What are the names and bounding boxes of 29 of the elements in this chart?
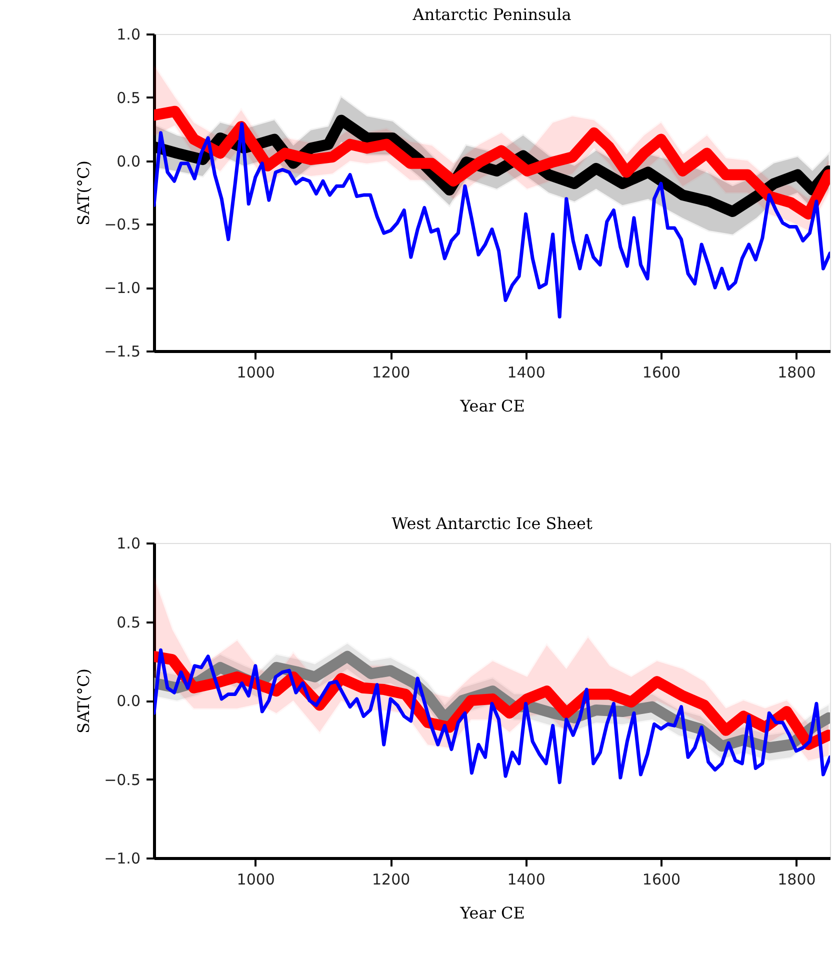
x-tick-label: 1000 [236,870,275,888]
x-tick-label: 1200 [372,364,410,382]
line-series [154,648,830,784]
y-tick-label: 1.0 [116,26,140,44]
y-axis-title: SAT(°C) [74,668,94,734]
y-tick-label: −1.5 [104,342,140,360]
y-tick-label: −1.0 [104,279,140,298]
x-axis-title: Year CE [459,396,525,416]
y-tick-label: −1.0 [104,850,140,868]
y-tick-label: 0.0 [116,692,140,710]
x-axis-title: Year CE [459,904,525,922]
x-tick-label: 1600 [642,364,681,382]
chart-title: Antarctic Peninsula [412,5,572,24]
y-tick-label: 1.0 [116,534,140,552]
y-tick-label: 0.5 [116,613,140,632]
x-tick-label: 1800 [778,364,816,382]
y-axis-title: SAT(°C) [74,160,94,226]
x-tick-label: 1400 [507,364,546,382]
x-tick-label: 1200 [372,870,410,888]
x-tick-label: 1600 [642,870,681,888]
chart-title: West Antarctic Ice Sheet [392,514,593,533]
line-series [154,122,830,319]
x-tick-label: 1400 [507,870,546,888]
y-tick-label: −0.5 [104,770,140,789]
y-tick-label: 0.5 [116,88,140,107]
y-tick-label: −0.5 [104,216,140,234]
x-tick-label: 1000 [236,364,275,382]
y-tick-label: 0.0 [116,152,140,170]
x-tick-label: 1800 [778,870,816,888]
